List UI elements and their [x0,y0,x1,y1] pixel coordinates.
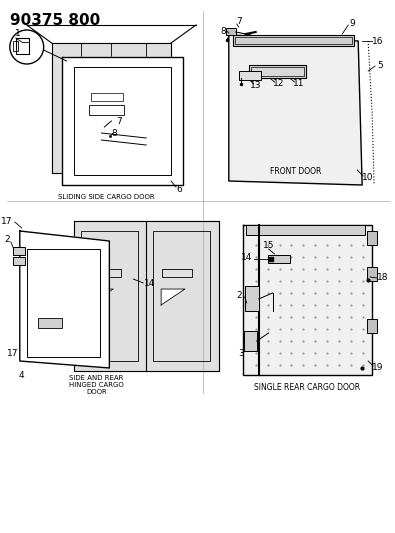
Text: 6: 6 [176,185,182,195]
Text: 18: 18 [377,273,389,282]
Bar [92,93,123,101]
Bar [239,71,261,80]
Text: 12: 12 [273,78,284,87]
Text: 16: 16 [372,36,384,45]
Text: 17: 17 [7,349,18,358]
Bar [13,41,18,51]
Bar [92,269,121,277]
Bar [13,247,25,255]
Polygon shape [229,35,362,185]
Polygon shape [89,289,113,305]
Text: 8: 8 [111,128,117,138]
Bar [27,249,100,357]
Bar [153,231,210,361]
Bar [251,67,305,76]
Text: 7: 7 [117,117,122,125]
Bar [367,231,377,245]
Text: 5: 5 [377,61,383,69]
Bar [81,231,138,361]
Polygon shape [20,231,109,368]
Text: 2: 2 [4,236,9,245]
Polygon shape [62,57,183,185]
Bar [16,38,29,54]
Text: 17: 17 [1,216,13,225]
Text: 14: 14 [241,254,252,262]
Text: 7: 7 [236,18,242,27]
Bar [235,37,352,44]
Bar [244,331,257,351]
Text: 90375 800: 90375 800 [10,13,100,28]
Bar [267,255,290,263]
Text: FRONT DOOR: FRONT DOOR [270,166,321,175]
Text: 4: 4 [19,372,24,381]
Text: SLIDING SIDE CARGO DOOR: SLIDING SIDE CARGO DOOR [58,194,155,200]
Text: 10: 10 [362,174,374,182]
Bar [245,286,259,311]
Bar [233,35,354,46]
Bar [89,105,124,115]
Polygon shape [161,289,185,305]
Polygon shape [52,43,171,173]
Bar [38,318,62,328]
Bar [249,65,307,78]
Text: SIDE AND REAR
HINGED CARGO
DOOR: SIDE AND REAR HINGED CARGO DOOR [69,375,124,395]
Bar [73,67,171,175]
Polygon shape [73,221,219,371]
Bar [162,269,192,277]
Text: 14: 14 [143,279,155,287]
Bar [367,319,377,333]
Text: SINGLE REAR CARGO DOOR: SINGLE REAR CARGO DOOR [254,383,361,392]
Text: 13: 13 [250,82,261,91]
Bar [246,225,365,235]
Bar [13,257,25,265]
Text: 2: 2 [236,290,242,300]
Text: 19: 19 [372,364,384,373]
Text: 9: 9 [349,19,355,28]
Text: 11: 11 [293,78,304,87]
Polygon shape [243,225,372,375]
Text: 8: 8 [220,27,226,36]
Text: 15: 15 [263,241,275,251]
Bar [226,28,236,35]
Text: 1: 1 [15,28,21,37]
Text: 3: 3 [238,349,244,358]
Bar [367,267,377,281]
